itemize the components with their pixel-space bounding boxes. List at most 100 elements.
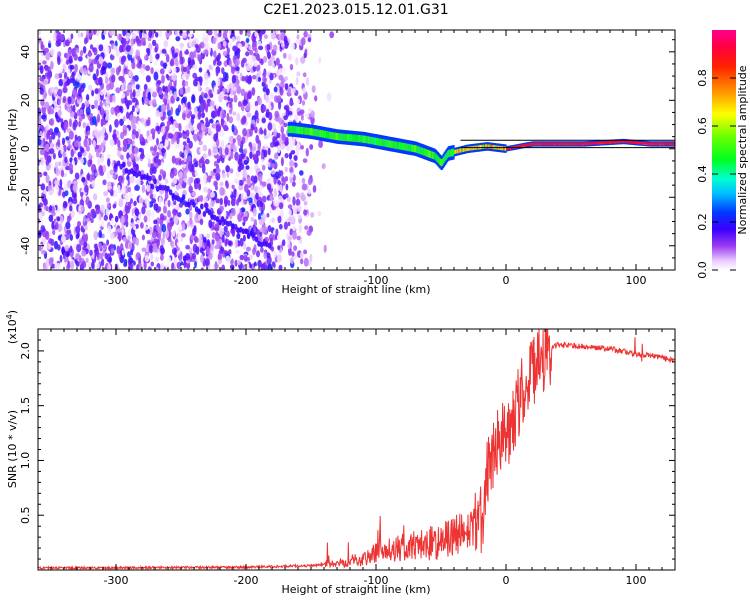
heatmap-cell: [267, 122, 273, 131]
heatmap-cell: [181, 174, 187, 179]
heatmap-cell: [75, 233, 80, 240]
heatmap-cell: [203, 173, 207, 180]
heatmap-cell: [141, 184, 146, 193]
heatmap-cell: [254, 110, 259, 120]
heatmap-cell: [115, 87, 121, 94]
heatmap-cell: [69, 260, 75, 270]
heatmap-cell: [214, 223, 220, 232]
colorbar-tick-label: 0.8: [696, 69, 709, 87]
heatmap-cell: [456, 149, 458, 154]
heatmap-cell: [199, 247, 204, 254]
heatmap-cell: [283, 105, 288, 111]
heatmap-cell: [178, 158, 182, 166]
heatmap-cell: [95, 172, 99, 177]
heatmap-cell: [172, 230, 176, 237]
heatmap-cell: [519, 145, 522, 147]
heatmap-cell: [64, 156, 68, 164]
heatmap-cell: [668, 143, 670, 145]
heatmap-cell: [114, 118, 119, 128]
heatmap-cell: [486, 144, 488, 149]
heatmap-cell: [300, 113, 304, 121]
heatmap-cell: [310, 128, 313, 136]
heatmap-cell: [50, 60, 54, 70]
heatmap-cell: [580, 143, 583, 145]
heatmap-cell: [350, 134, 352, 142]
heatmap-cell: [39, 65, 44, 74]
heatmap-cell: [244, 91, 248, 100]
heatmap-cell: [219, 205, 224, 212]
heatmap-cell: [168, 189, 173, 196]
heatmap-cell: [65, 221, 71, 230]
heatmap-cell: [419, 146, 422, 155]
heatmap-cell: [433, 151, 435, 160]
heatmap-cell: [229, 264, 235, 270]
heatmap-cell: [54, 222, 59, 230]
heatmap-cell: [275, 228, 279, 237]
heatmap-cell: [85, 106, 91, 116]
heatmap-cell: [220, 129, 225, 136]
heatmap-cell: [171, 155, 176, 164]
heatmap-cell: [442, 157, 445, 165]
heatmap-cell: [95, 30, 100, 37]
heatmap-cell: [198, 132, 203, 140]
heatmap-cell: [49, 148, 55, 155]
figure-title: C2E1.2023.015.12.01.G31: [263, 2, 448, 18]
heatmap-cell: [114, 215, 119, 223]
heatmap-cell: [261, 181, 267, 187]
heatmap-cell: [190, 114, 196, 120]
heatmap-cell: [73, 53, 78, 61]
heatmap-cell: [237, 166, 242, 173]
heatmap-cell: [539, 143, 541, 145]
heatmap-cell: [279, 184, 283, 193]
heatmap-cell: [434, 152, 436, 160]
heatmap-cell: [505, 146, 507, 151]
heatmap-cell: [299, 251, 304, 259]
heatmap-cell: [266, 195, 271, 201]
heatmap-cell: [260, 263, 266, 270]
heatmap-cell: [118, 33, 123, 42]
heatmap-cell: [292, 136, 296, 146]
heatmap-cell: [187, 161, 192, 170]
heatmap-cell: [653, 143, 656, 145]
heatmap-cell: [78, 116, 83, 122]
heatmap-cell: [331, 132, 333, 140]
heatmap-cell: [69, 245, 73, 253]
heatmap-cell: [284, 83, 289, 90]
heatmap-cell: [522, 144, 525, 147]
heatmap-cell: [255, 192, 259, 200]
heatmap-cell: [238, 184, 244, 191]
heatmap-cell: [98, 129, 103, 136]
heatmap-cell: [145, 65, 151, 72]
heatmap-cell: [217, 42, 222, 50]
y-tick-label: 1.5: [19, 397, 32, 415]
heatmap-cell: [232, 138, 236, 144]
heatmap-cell: [166, 103, 170, 112]
heatmap-cell: [70, 209, 75, 218]
heatmap-cell: [268, 111, 273, 121]
heatmap-cell: [239, 254, 245, 261]
heatmap-cell: [44, 47, 49, 54]
heatmap-cell: [217, 52, 221, 60]
heatmap-cell: [191, 191, 197, 197]
heatmap-cell: [167, 235, 172, 243]
heatmap-cell: [75, 47, 80, 54]
heatmap-cell: [119, 118, 124, 127]
heatmap-cell: [69, 234, 74, 241]
heatmap-cell: [50, 86, 55, 94]
heatmap-cell: [470, 146, 473, 151]
heatmap-cell: [290, 215, 296, 224]
heatmap-cell: [252, 153, 257, 161]
heatmap-cell: [226, 220, 230, 227]
heatmap-cell: [275, 30, 279, 34]
heatmap-cell: [271, 62, 275, 69]
heatmap-cell: [240, 192, 245, 202]
snr-panel: -300 -200 -100 0 100 0.5 1.0 1.5 2.0 Height of s…: [5, 310, 676, 596]
heatmap-cell: [672, 143, 674, 145]
heatmap-cell: [263, 134, 269, 140]
heatmap-cell: [342, 133, 345, 141]
heatmap-cell: [463, 147, 465, 152]
heatmap-cell: [117, 150, 121, 157]
heatmap-cell: [81, 82, 86, 89]
heatmap-cell: [431, 151, 433, 159]
